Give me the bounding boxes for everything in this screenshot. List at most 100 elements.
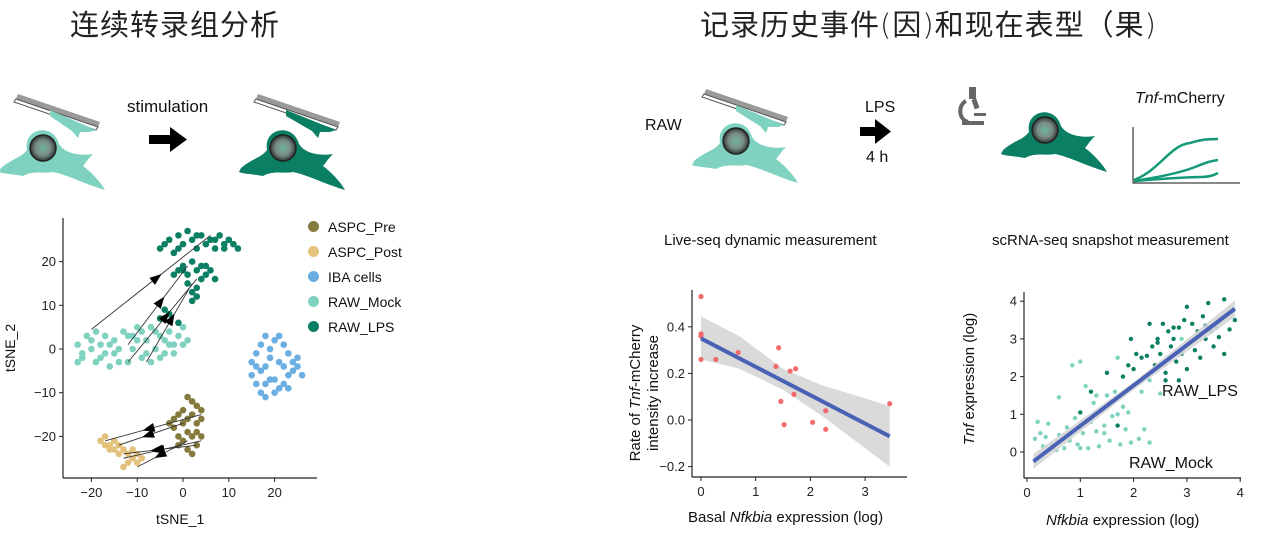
- live-fit-line: [700, 336, 891, 439]
- tsne-point: [193, 267, 201, 274]
- legend-item: RAW_LPS: [308, 314, 402, 339]
- tsne-point: [248, 358, 255, 366]
- live-x-tick-label: 3: [861, 484, 868, 499]
- tsne-point: [138, 354, 146, 362]
- tsne-point: [74, 358, 81, 366]
- trajectory-arrow: [105, 414, 202, 442]
- tsne-point: [266, 354, 274, 362]
- snapshot-point: [1094, 429, 1099, 434]
- tsne-point: [111, 350, 118, 357]
- snapshot-point: [1200, 314, 1206, 319]
- tsne-point: [271, 376, 278, 383]
- tsne-point: [156, 354, 164, 362]
- snapshot-y-tick-label: 4: [1010, 294, 1017, 309]
- snapshot-point: [1174, 359, 1179, 364]
- tsne-point: [285, 385, 292, 392]
- live-confidence-band: [701, 316, 890, 467]
- left-heading: 连续转录组分析: [70, 8, 281, 42]
- tsne-point: [101, 350, 109, 357]
- snapshot-point: [1171, 336, 1176, 342]
- tsne-point: [207, 236, 214, 244]
- tsne-point: [188, 433, 196, 440]
- snapshot-point: [1102, 430, 1107, 436]
- tsne-point: [120, 328, 127, 335]
- snapshot-point: [1171, 325, 1176, 330]
- cell-icon: [239, 130, 345, 190]
- tsne-point: [92, 358, 100, 366]
- live-point: [787, 368, 793, 374]
- live-x-tick-label: 0: [697, 484, 704, 499]
- tsne-point: [138, 328, 146, 335]
- tsne-point: [179, 323, 187, 331]
- snapshot-point: [1091, 400, 1096, 406]
- tsne-point: [120, 446, 127, 453]
- snapshot-point: [1128, 440, 1134, 445]
- tsne-point: [175, 267, 182, 274]
- tsne-point: [88, 336, 95, 344]
- tsne-point: [88, 345, 95, 353]
- tsne-point: [184, 280, 191, 287]
- snapshot-point: [1118, 442, 1123, 447]
- snapshot-point: [1086, 446, 1091, 451]
- tsne-point: [298, 371, 306, 379]
- reporter-trace-icon: [1132, 127, 1240, 184]
- tsne-point: [184, 415, 191, 423]
- tsne-point: [78, 350, 86, 357]
- snapshot-point: [1147, 378, 1152, 383]
- live-point: [698, 356, 704, 363]
- stimulation-label: stimulation: [127, 97, 209, 116]
- snapshot-point: [1168, 344, 1174, 349]
- snapshot-point: [1120, 404, 1126, 409]
- snapshot-y-tick-label: 1: [1010, 407, 1017, 422]
- tsne-point: [97, 354, 104, 362]
- arrowhead-icon: [149, 273, 162, 285]
- tsne-point: [294, 363, 301, 370]
- tsne-point: [170, 415, 178, 423]
- live-y-tick-label: 0.2: [667, 366, 685, 381]
- tsne-point: [115, 358, 123, 366]
- tsne-xlabel: tSNE_1: [156, 511, 205, 527]
- tsne-point: [230, 240, 237, 248]
- tsne-point: [156, 245, 164, 252]
- tsne-point: [275, 385, 283, 392]
- live-point: [791, 391, 797, 397]
- tsne-point: [262, 332, 269, 340]
- snapshot-xlabel-post: expression (log): [1088, 512, 1200, 529]
- tsne-point: [115, 441, 123, 449]
- readout-reporter: -mCherry: [1158, 90, 1225, 107]
- tsne-y-tick-label: −20: [34, 429, 56, 444]
- snapshot-point: [1216, 334, 1222, 340]
- snapshot-point: [1142, 427, 1147, 432]
- tsne-point: [101, 441, 109, 449]
- tsne-point: [175, 411, 182, 418]
- snapshot-point: [1078, 446, 1083, 451]
- snapshot-point: [1115, 423, 1120, 428]
- tsne-y-tick-label: −10: [34, 385, 56, 400]
- cell-icon: [1001, 112, 1107, 172]
- legend-swatch: [308, 321, 319, 332]
- tsne-point: [198, 406, 205, 414]
- tsne-point: [170, 271, 178, 279]
- snapshot-point: [1046, 421, 1051, 426]
- tsne-x-tick-label: 20: [267, 485, 281, 500]
- snapshot-point: [1147, 440, 1152, 445]
- tsne-point: [266, 376, 274, 383]
- snapshot-point: [1094, 393, 1099, 398]
- snapshot-point: [1131, 366, 1136, 372]
- live-point: [781, 422, 787, 428]
- snapshot-point: [1163, 378, 1168, 383]
- snapshot-point: [1147, 321, 1152, 327]
- legend-label: ASPC_Post: [328, 243, 402, 260]
- tsne-point: [92, 328, 100, 335]
- snapshot-point: [1088, 389, 1094, 394]
- tsne-point: [275, 358, 283, 366]
- tsne-point: [175, 319, 182, 327]
- snapshot-point: [1176, 325, 1182, 330]
- schematic-right: [692, 87, 1240, 184]
- snapshot-fit-line: [1032, 307, 1237, 464]
- arrowhead-icon: [150, 444, 163, 454]
- snapshot-point: [1110, 413, 1115, 419]
- live-point: [713, 356, 719, 363]
- tsne-point: [184, 428, 191, 436]
- live-point: [776, 345, 782, 351]
